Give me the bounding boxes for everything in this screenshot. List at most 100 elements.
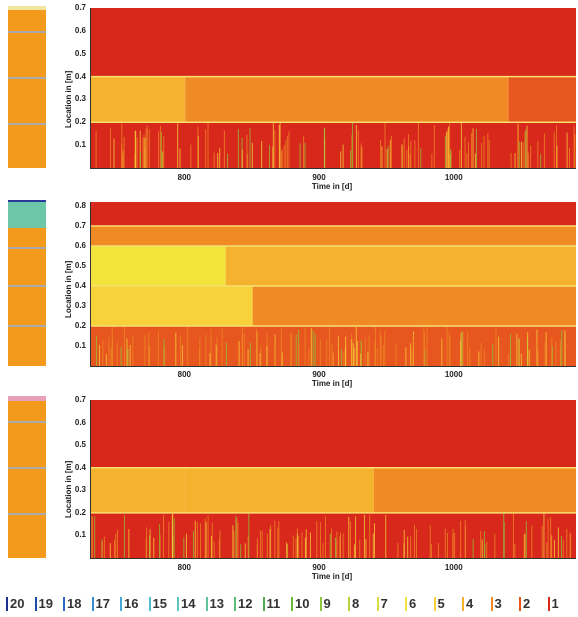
heatmap-streak	[219, 148, 221, 168]
heatmap-streak	[316, 520, 318, 558]
heatmap-streak	[361, 146, 363, 168]
heatmap-streak	[196, 522, 198, 558]
heatmap-streak	[158, 131, 160, 168]
x-axis-label-3: Time in [d]	[311, 572, 353, 581]
y-tick-label: 0.4	[74, 281, 86, 290]
heatmap-streak	[460, 332, 462, 366]
x-tick-label: 900	[312, 173, 326, 182]
heatmap-streak	[566, 132, 568, 168]
heatmap-streak	[205, 521, 207, 558]
heatmap-streak	[446, 131, 448, 168]
heatmap-streak	[478, 351, 480, 366]
heatmap-streak	[454, 532, 456, 558]
heatmap-streak	[381, 146, 383, 168]
heatmap-streak	[251, 142, 253, 168]
heatmap-streak	[471, 133, 473, 168]
heatmap-streak	[223, 130, 225, 168]
heatmap-streak	[323, 127, 325, 168]
heatmap-streak	[518, 338, 520, 366]
heatmap-streak	[278, 124, 280, 168]
legend-swatch	[405, 597, 407, 611]
heatmap-streak	[148, 535, 150, 558]
heatmap-streak	[144, 137, 146, 168]
heatmap-streak	[574, 134, 576, 168]
heatmap-streak	[210, 328, 212, 366]
heatmap-streak	[159, 523, 161, 558]
heatmap-streak	[309, 532, 311, 558]
soil-profile-1-svg	[8, 6, 46, 168]
legend-label: 5	[437, 596, 445, 611]
heatmap-streak	[103, 536, 105, 558]
heatmap-streak	[524, 533, 526, 558]
heatmap-region	[91, 246, 226, 286]
heatmap-streak	[123, 326, 125, 366]
heatmap-streak	[431, 153, 433, 168]
heatmap-streak	[411, 350, 413, 366]
heatmap-streak	[213, 541, 215, 558]
heatmap-streak	[148, 331, 150, 366]
heatmap-streak	[281, 148, 283, 168]
legend-swatch	[291, 597, 293, 611]
heatmap-streak	[360, 143, 362, 168]
y-tick-label: 0.2	[74, 321, 86, 330]
heatmap-streak	[445, 132, 447, 168]
heatmap-streak	[163, 338, 165, 366]
heatmap-streak	[128, 529, 130, 558]
legend-label: 14	[181, 596, 196, 611]
heatmap-streak	[286, 542, 288, 558]
heatmap-streak	[352, 343, 354, 366]
heatmap-streak	[221, 328, 223, 366]
heatmap-streak	[126, 338, 128, 366]
heatmap-streak	[368, 334, 370, 366]
heatmap-streak	[292, 535, 294, 558]
heatmap-streak	[149, 529, 151, 558]
heatmap-streak	[237, 522, 239, 558]
heatmap-streak	[464, 136, 466, 168]
heatmap-region	[373, 467, 576, 513]
heatmap-streak	[185, 533, 187, 558]
heatmap-streak	[194, 520, 196, 558]
heatmap-streak	[380, 335, 382, 366]
y-tick-label: 0.7	[74, 3, 86, 12]
profile-1-body	[8, 6, 46, 168]
heatmap-streak	[433, 125, 435, 168]
x-tick-label: 900	[312, 563, 326, 572]
heatmap-streak	[483, 136, 485, 168]
heatmap-streak	[556, 145, 558, 168]
heatmap-streak	[472, 539, 474, 558]
heatmap-streak	[352, 122, 354, 168]
heatmap-2-svg	[91, 202, 576, 366]
heatmap-streak	[249, 342, 251, 366]
legend-swatch	[177, 597, 179, 611]
heatmap-streak	[375, 326, 377, 366]
heatmap-streak	[446, 532, 448, 558]
legend-label: 15	[152, 596, 167, 611]
heatmap-streak	[386, 149, 388, 168]
heatmap-streak	[521, 141, 523, 168]
heatmap-streak	[460, 122, 462, 168]
heatmap-streak	[429, 525, 431, 558]
legend-label: 1	[551, 596, 559, 611]
legend-label: 13	[209, 596, 224, 611]
heatmap-streak	[551, 346, 553, 366]
x-tick-label: 900	[312, 370, 326, 379]
heatmap-streak	[217, 153, 219, 168]
heatmap-streak	[355, 327, 357, 366]
heatmap-streak	[177, 123, 179, 168]
heatmap-streak	[474, 153, 476, 168]
heatmap-1-svg	[91, 8, 576, 168]
heatmap-streak	[437, 542, 439, 558]
heatmap-streak	[564, 333, 566, 366]
heatmap-streak	[503, 513, 505, 558]
y-tick-label: 0.2	[74, 117, 86, 127]
legend-label: 3	[494, 596, 502, 611]
heatmap-streak	[272, 123, 274, 168]
heatmap-streak	[136, 137, 138, 168]
heatmap-region	[91, 76, 186, 123]
heatmap-region	[91, 400, 576, 468]
heatmap-streak	[123, 136, 125, 168]
heatmap-streak	[162, 151, 164, 168]
heatmap-streak	[248, 513, 250, 558]
legend-swatch	[433, 597, 436, 611]
heatmap-streak	[413, 524, 415, 558]
